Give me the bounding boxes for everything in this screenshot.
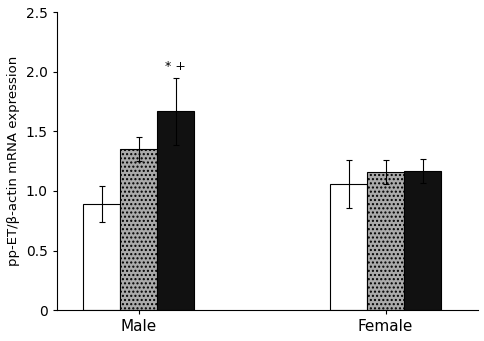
Bar — [329, 184, 366, 310]
Y-axis label: pp-ET/β-actin mRNA expression: pp-ET/β-actin mRNA expression — [7, 56, 20, 266]
Text: * +: * + — [165, 60, 186, 73]
Bar — [366, 172, 403, 310]
Bar — [120, 149, 157, 310]
Bar — [157, 111, 194, 310]
Bar — [403, 171, 440, 310]
Bar — [83, 204, 120, 310]
